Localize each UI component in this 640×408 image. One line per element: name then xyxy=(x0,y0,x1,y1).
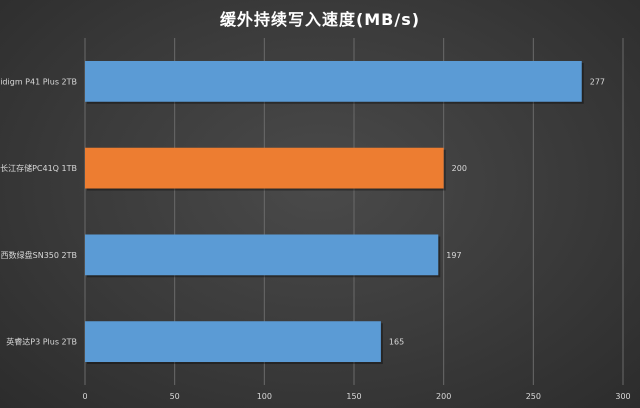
category-label: 西数绿盘SN350 2TB xyxy=(1,250,77,260)
data-label: 197 xyxy=(446,251,461,260)
x-tick-label: 300 xyxy=(615,392,630,401)
x-tick-label: 200 xyxy=(436,392,451,401)
x-tick-label: 50 xyxy=(170,392,180,401)
category-label: 英睿达P3 Plus 2TB xyxy=(6,337,77,347)
data-label: 165 xyxy=(389,338,404,347)
data-label: 277 xyxy=(590,77,605,86)
data-label: 200 xyxy=(452,164,467,173)
x-tick-label: 150 xyxy=(346,392,361,401)
chart-title: 缓外持续写入速度(MB/s) xyxy=(219,10,421,29)
category-label: Solidigm P41 Plus 2TB xyxy=(0,77,77,86)
bar xyxy=(85,147,444,189)
bar xyxy=(85,234,439,276)
category-label: 长江存储PC41Q 1TB xyxy=(0,163,77,173)
bar xyxy=(85,321,381,363)
x-tick-label: 100 xyxy=(257,392,272,401)
x-tick-label: 0 xyxy=(82,392,87,401)
bar xyxy=(85,60,582,102)
x-tick-label: 250 xyxy=(526,392,541,401)
